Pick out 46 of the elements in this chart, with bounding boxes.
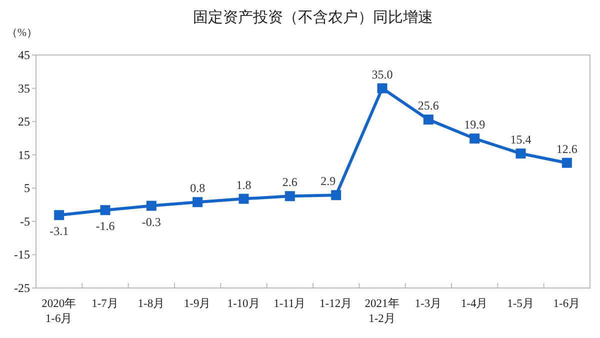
point <box>377 83 388 94</box>
point <box>54 210 64 220</box>
point <box>423 114 434 125</box>
x-tick-label: 1-10月 <box>227 297 260 310</box>
data-label: -0.3 <box>142 214 161 229</box>
x-tick-label: 2020年 1-6月 <box>42 297 77 325</box>
x-tick-label: 1-12月 <box>320 297 353 310</box>
data-label: -1.6 <box>96 219 115 234</box>
x-tick-label: 1-3月 <box>414 297 442 310</box>
data-label: 1.8 <box>236 178 252 192</box>
data-label: 19.9 <box>464 118 486 132</box>
x-tick-label: 1-7月 <box>92 297 119 310</box>
point <box>562 158 572 168</box>
x-tick-label: 1-11月 <box>274 297 306 310</box>
data-label: 2.6 <box>282 175 298 190</box>
y-tick-label: 35 <box>18 81 30 96</box>
data-label: 15.4 <box>510 132 532 147</box>
y-tick-label: 15 <box>18 148 30 162</box>
point <box>192 197 203 208</box>
point <box>100 205 110 216</box>
y-tick-label: -5 <box>20 214 30 228</box>
y-tick-label: 5 <box>24 181 30 196</box>
data-label: 25.6 <box>418 98 439 113</box>
point <box>331 190 342 200</box>
point <box>238 194 249 204</box>
data-label: 2.9 <box>320 174 336 188</box>
x-tick-label: 2021年 1-2月 <box>364 297 400 325</box>
data-label: 0.8 <box>190 181 206 196</box>
x-tick-label: 1-9月 <box>184 297 212 310</box>
x-tick-label: 1-4月 <box>460 297 488 310</box>
y-tick-label: 45 <box>18 48 30 62</box>
y-tick-label: -25 <box>14 281 30 295</box>
point <box>516 148 526 159</box>
data-label: 12.6 <box>556 142 578 156</box>
x-tick-label: 1-5月 <box>507 297 534 310</box>
data-label: 35.0 <box>372 67 393 82</box>
point <box>470 134 480 144</box>
y-tick-label: 25 <box>18 114 30 129</box>
data-label: -3.1 <box>50 224 69 238</box>
x-tick-label: 1-6月 <box>553 297 581 310</box>
point <box>284 191 295 202</box>
chart-title: 固定资产投资（不含农户）同比增速 <box>193 9 433 26</box>
y-tick-label: -15 <box>14 248 30 262</box>
x-tick-label: 1-8月 <box>138 297 166 310</box>
y-axis-title: （%） <box>6 27 38 39</box>
point <box>146 200 156 211</box>
